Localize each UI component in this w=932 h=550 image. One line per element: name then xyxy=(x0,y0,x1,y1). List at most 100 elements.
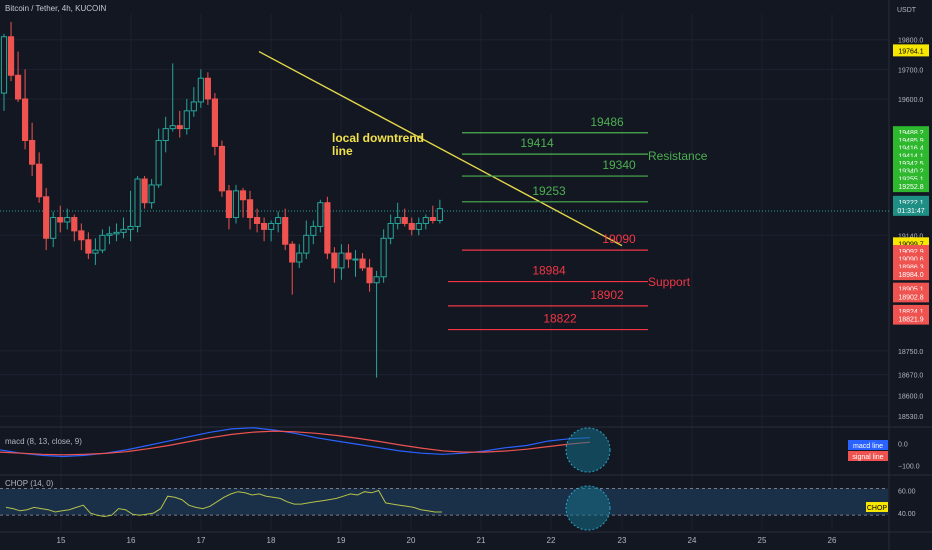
chop-pane[interactable]: 60.00 40.00 CHOP xyxy=(0,488,916,519)
candle-body xyxy=(289,243,296,263)
candle[interactable] xyxy=(43,187,50,251)
candle[interactable] xyxy=(331,247,338,283)
candle[interactable] xyxy=(197,69,204,108)
chop-tick-label: 60.00 xyxy=(898,489,916,496)
horizontal-levels[interactable]: 19486 19414 19340 19253 19090 18984 18902 18822 xyxy=(448,115,648,331)
candle[interactable] xyxy=(422,214,429,230)
candle[interactable] xyxy=(317,199,324,233)
candle[interactable] xyxy=(352,250,359,277)
candle[interactable] xyxy=(57,205,64,233)
candle[interactable] xyxy=(106,226,113,245)
resistance-level[interactable]: 19253 xyxy=(462,184,648,203)
support-level[interactable]: 19090 xyxy=(462,232,648,251)
candle-body xyxy=(232,190,240,219)
candle[interactable] xyxy=(232,184,240,224)
candle[interactable] xyxy=(148,179,155,209)
candle[interactable] xyxy=(183,98,190,135)
macd-pane[interactable]: 0.0 −100.0 macd line signal line xyxy=(0,427,920,471)
candle[interactable] xyxy=(338,244,345,280)
candle[interactable] xyxy=(218,140,226,197)
candle[interactable] xyxy=(415,217,422,236)
candle[interactable] xyxy=(155,128,162,188)
candle[interactable] xyxy=(225,184,233,230)
candle-body xyxy=(380,237,387,278)
candle[interactable] xyxy=(429,205,436,224)
candle[interactable] xyxy=(261,217,268,242)
candle[interactable] xyxy=(296,244,303,268)
candle[interactable] xyxy=(99,229,106,254)
candle[interactable] xyxy=(71,214,78,242)
candle[interactable] xyxy=(310,220,317,245)
price-tag[interactable]: 18902.8 xyxy=(893,290,929,303)
candle[interactable] xyxy=(78,223,85,251)
support-level[interactable]: 18984 xyxy=(448,264,648,283)
candle[interactable] xyxy=(162,116,169,153)
candle[interactable] xyxy=(303,220,310,260)
candle[interactable] xyxy=(92,238,99,265)
candle[interactable] xyxy=(190,87,197,117)
candle[interactable] xyxy=(36,152,43,203)
candle[interactable] xyxy=(169,63,176,132)
candle[interactable] xyxy=(401,208,408,227)
candle[interactable] xyxy=(29,122,36,177)
candle-body xyxy=(359,258,366,269)
candle[interactable] xyxy=(366,259,373,292)
chop-badge[interactable]: CHOP xyxy=(866,502,888,512)
candle[interactable] xyxy=(408,217,415,236)
candle[interactable] xyxy=(373,270,380,378)
macd-title: macd (8, 13, close, 9) xyxy=(5,437,82,446)
candle[interactable] xyxy=(239,187,247,218)
candle[interactable] xyxy=(253,208,261,233)
support-level[interactable]: 18902 xyxy=(448,288,648,307)
candle[interactable] xyxy=(211,93,219,156)
price-tag[interactable]: 18821.9 xyxy=(893,312,929,325)
candle[interactable] xyxy=(176,110,183,138)
candle[interactable] xyxy=(436,199,443,224)
resistance-level[interactable]: 19340 xyxy=(462,158,648,177)
candle[interactable] xyxy=(204,72,211,105)
candle[interactable] xyxy=(85,232,92,260)
candle[interactable] xyxy=(127,190,134,242)
candle[interactable] xyxy=(64,208,71,230)
candle[interactable] xyxy=(394,202,401,230)
candle-body xyxy=(275,217,282,224)
candle[interactable] xyxy=(7,21,15,82)
price-tag[interactable]: 19252.8 xyxy=(893,180,929,193)
candle[interactable] xyxy=(21,69,29,150)
candlestick-series[interactable] xyxy=(0,21,443,378)
candle[interactable] xyxy=(359,253,366,271)
price-tag[interactable]: 01:31:47 xyxy=(893,203,929,216)
price-tag[interactable]: 19764.1 xyxy=(893,44,929,57)
price-tag[interactable]: 18984.0 xyxy=(893,268,929,281)
candle-body xyxy=(422,217,429,224)
candle[interactable] xyxy=(246,190,254,230)
signal-badge-bg xyxy=(848,451,888,461)
resistance-level[interactable]: 19486 xyxy=(462,115,648,134)
candle[interactable] xyxy=(14,51,22,102)
candle[interactable] xyxy=(268,220,275,242)
time-axis[interactable]: 15 16 17 18 19 20 21 22 23 24 25 26 xyxy=(57,536,837,545)
support-level[interactable]: 18822 xyxy=(448,312,648,331)
candle-body xyxy=(0,36,8,94)
macd-legend-badge[interactable]: macd line xyxy=(848,440,888,450)
candle[interactable] xyxy=(380,229,387,283)
candle[interactable] xyxy=(50,211,57,248)
price-tag[interactable]: 19092.9 xyxy=(893,245,929,258)
resistance-level[interactable]: 19414 xyxy=(462,136,648,155)
candle[interactable] xyxy=(387,214,394,245)
signal-legend-badge[interactable]: signal line xyxy=(848,451,888,461)
candle[interactable] xyxy=(324,196,331,260)
candle[interactable] xyxy=(275,211,282,233)
candle[interactable] xyxy=(113,223,120,242)
candle[interactable] xyxy=(0,33,8,111)
candle[interactable] xyxy=(345,244,352,268)
macd-badge-bg xyxy=(848,440,888,450)
candle[interactable] xyxy=(282,208,289,251)
candle[interactable] xyxy=(120,217,127,239)
candle-body xyxy=(331,252,338,269)
price-axis[interactable]: 19800.0 19700.0 19600.0 19140.0 18750.0 18670… xyxy=(893,38,929,421)
candle[interactable] xyxy=(134,176,141,233)
candle[interactable] xyxy=(141,176,148,209)
candle[interactable] xyxy=(289,241,296,295)
